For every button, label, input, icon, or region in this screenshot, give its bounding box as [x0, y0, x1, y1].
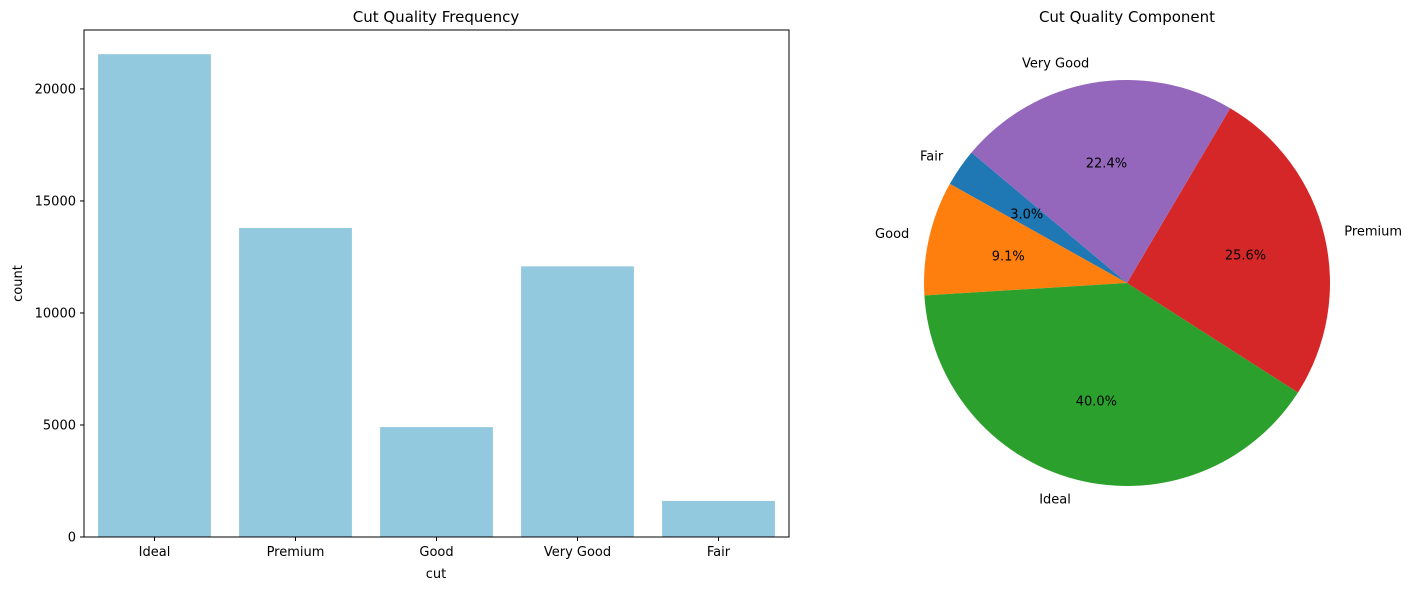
- pie-category-label: Very Good: [1022, 56, 1089, 71]
- x-tick-label: Premium: [267, 545, 325, 560]
- pie-slice: [924, 183, 1127, 296]
- pie-slice: [971, 80, 1231, 283]
- pie-percent-label: 25.6%: [1225, 248, 1266, 263]
- x-tick-label: Ideal: [139, 545, 171, 560]
- pie-chart: Cut Quality Component Fair 3.0% Good 9.1% Id…: [875, 8, 1402, 508]
- y-tick-label: 0: [68, 531, 76, 546]
- pie-slice: [949, 152, 1127, 283]
- y-tick-label: 20000: [35, 82, 76, 97]
- pie-chart-title: Cut Quality Component: [1039, 8, 1215, 26]
- y-axis-ticks: 0 5000 10000 15000 20000: [35, 82, 84, 546]
- pie-percent-label: 22.4%: [1086, 156, 1127, 171]
- x-tick-label: Fair: [707, 545, 731, 560]
- pie-percent-label: 9.1%: [992, 249, 1025, 264]
- pie-percent-label: 3.0%: [1010, 207, 1043, 222]
- bar: [239, 228, 352, 538]
- bar-series: [98, 54, 775, 538]
- pie-slice: [1127, 108, 1331, 393]
- x-tick-label: Good: [419, 545, 453, 560]
- bar: [98, 54, 211, 538]
- y-tick-label: 5000: [43, 418, 76, 433]
- bar: [521, 266, 634, 537]
- y-axis-label: count: [11, 265, 26, 302]
- x-axis-label: cut: [426, 567, 446, 582]
- bar: [662, 500, 775, 537]
- pie-labels: Fair 3.0% Good 9.1% Ideal 40.0% Premium 25.6% Ve…: [875, 56, 1402, 507]
- x-tick-label: Very Good: [544, 545, 611, 560]
- y-tick-label: 10000: [35, 306, 76, 321]
- pie-category-label: Fair: [920, 150, 944, 165]
- bar-plot-frame: [83, 29, 790, 538]
- x-axis-ticks: Ideal Premium Good Very Good Fair: [139, 537, 731, 560]
- y-tick-label: 15000: [35, 194, 76, 209]
- bar: [380, 427, 493, 537]
- bar-chart-title: Cut Quality Frequency: [353, 8, 520, 26]
- bar-chart: Cut Quality Frequency 0 5000 10000 15000 200…: [11, 8, 790, 582]
- pie-category-label: Good: [875, 227, 909, 242]
- pie-slices: [924, 80, 1331, 486]
- pie-percent-label: 40.0%: [1076, 394, 1117, 409]
- pie-category-label: Premium: [1344, 225, 1402, 240]
- pie-category-label: Ideal: [1039, 493, 1071, 508]
- pie-slice: [924, 283, 1298, 486]
